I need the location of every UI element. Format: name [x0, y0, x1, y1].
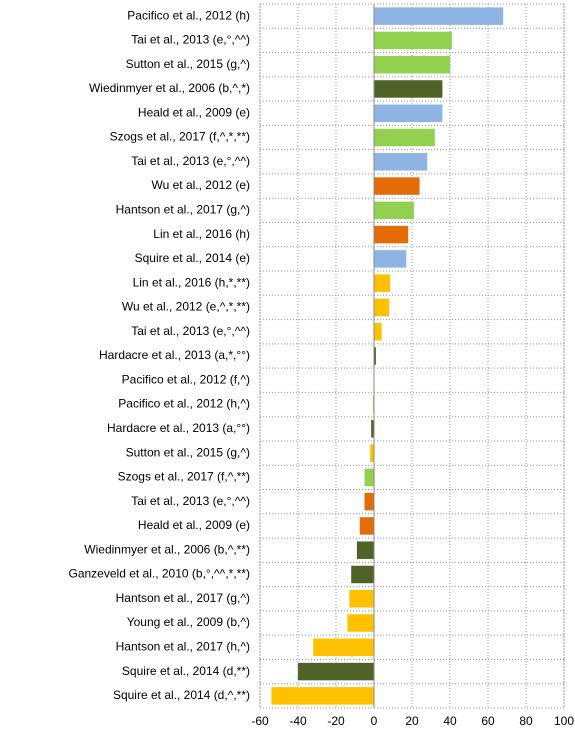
bar — [374, 298, 390, 317]
x-tick-label: 0 — [371, 714, 378, 728]
bar — [364, 492, 374, 511]
bar — [374, 7, 504, 25]
x-tick-label: 40 — [443, 714, 457, 728]
bar — [370, 444, 374, 462]
y-tick-label: Sutton et al., 2015 (g,^) — [126, 57, 250, 71]
y-tick-label: Squire et al., 2014 (d,^,**) — [113, 688, 250, 702]
y-tick-label: Hantson et al., 2017 (g,^) — [116, 591, 250, 605]
y-tick-label: Pacifico et al., 2012 (f,^) — [122, 372, 250, 386]
y-tick-label: Ganzeveld et al., 2010 (b,°,^^,*,**) — [69, 567, 251, 581]
bar — [374, 201, 414, 220]
bar — [371, 420, 374, 438]
y-tick-label: Tai et al., 2013 (e,°,^^) — [131, 494, 250, 508]
x-tick-label: 60 — [481, 714, 495, 728]
y-tick-label: Wu et al., 2012 (e) — [152, 178, 251, 192]
y-tick-label: Lin et al., 2016 (h,*,**) — [133, 275, 250, 289]
bar — [374, 31, 452, 50]
x-tick-label: 20 — [405, 714, 419, 728]
y-tick-label: Hantson et al., 2017 (h,^) — [116, 639, 250, 653]
bar — [374, 55, 450, 74]
y-tick-label: Tai et al., 2013 (e,°,^^) — [131, 33, 250, 47]
bar — [374, 322, 382, 341]
bar — [374, 153, 428, 171]
bar — [364, 468, 374, 487]
y-tick-label: Tai et al., 2013 (e,°,^^) — [131, 154, 250, 168]
y-tick-label: Tai et al., 2013 (e,°,^^) — [131, 324, 250, 338]
y-tick-label: Heald et al., 2009 (e) — [138, 518, 250, 532]
y-tick-label: Squire et al., 2014 (d,**) — [122, 664, 250, 678]
bar — [347, 614, 374, 632]
bar — [271, 687, 374, 705]
y-tick-label: Wiedinmyer et al., 2006 (b,^,*) — [89, 81, 250, 95]
y-tick-label: Szogs et al., 2017 (f,^,**) — [118, 470, 250, 484]
x-tick-label: -60 — [251, 714, 269, 728]
bar — [349, 590, 374, 608]
y-tick-label: Hantson et al., 2017 (g,^) — [116, 203, 250, 217]
y-tick-label: Pacifico et al., 2012 (h) — [127, 8, 250, 22]
y-tick-label: Szogs et al., 2017 (f,^,*,**) — [110, 130, 250, 144]
bar — [374, 347, 376, 365]
x-tick-label: -20 — [327, 714, 345, 728]
bar — [313, 638, 374, 657]
x-tick-label: 80 — [519, 714, 533, 728]
bar — [374, 250, 407, 268]
y-tick-label: Heald et al., 2009 (e) — [138, 105, 250, 119]
bar — [374, 104, 443, 122]
y-tick-label: Young et al., 2009 (b,^) — [127, 615, 250, 629]
bar — [298, 662, 374, 681]
x-tick-label: 100 — [554, 714, 574, 728]
y-tick-label: Hardacre et al., 2013 (a,°°) — [107, 421, 250, 435]
y-tick-label: Lin et al., 2016 (h) — [153, 227, 250, 241]
bar — [374, 128, 435, 147]
bar — [374, 225, 409, 244]
y-tick-label: Sutton et al., 2015 (g,^) — [126, 445, 250, 459]
bar — [351, 565, 374, 584]
bar — [356, 541, 374, 559]
y-tick-label: Wiedinmyer et al., 2006 (b,^,**) — [84, 542, 250, 556]
bar — [374, 80, 443, 98]
y-tick-label: Pacifico et al., 2012 (h,^) — [118, 397, 250, 411]
bar — [374, 274, 391, 292]
y-tick-label: Wu et al., 2012 (e,^,*,**) — [122, 300, 250, 314]
y-tick-label: Squire et al., 2014 (e) — [135, 251, 250, 265]
bar — [359, 517, 374, 535]
bar — [374, 177, 420, 195]
x-tick-label: -40 — [289, 714, 307, 728]
y-tick-label: Hardacre et al., 2013 (a,*,°°) — [99, 348, 250, 362]
